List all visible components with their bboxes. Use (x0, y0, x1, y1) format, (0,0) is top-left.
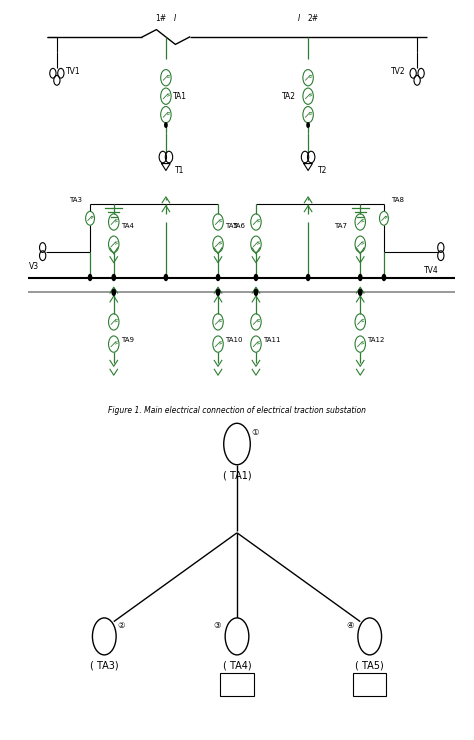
Text: ①: ① (251, 428, 259, 437)
Text: ( TA1): ( TA1) (223, 471, 251, 481)
Text: ②: ② (118, 621, 125, 630)
Circle shape (358, 289, 363, 296)
Text: TA4: TA4 (121, 223, 134, 229)
Text: TA5: TA5 (225, 223, 238, 229)
Circle shape (358, 618, 382, 655)
Circle shape (164, 274, 168, 281)
Text: TA8: TA8 (391, 197, 404, 203)
Text: TV1: TV1 (66, 67, 81, 76)
Text: TA1: TA1 (173, 92, 187, 101)
Text: TA6: TA6 (232, 223, 245, 229)
Circle shape (382, 274, 386, 281)
Circle shape (254, 289, 258, 296)
Text: TV2: TV2 (391, 67, 406, 76)
Circle shape (92, 618, 116, 655)
Circle shape (111, 289, 116, 296)
Text: 2#: 2# (307, 14, 319, 23)
Text: TA3: TA3 (69, 197, 82, 203)
Text: T1: T1 (175, 166, 185, 175)
Text: TA10: TA10 (225, 337, 243, 343)
Text: Figure 1. Main electrical connection of electrical traction substation: Figure 1. Main electrical connection of … (108, 406, 366, 415)
Circle shape (88, 274, 92, 281)
Text: I: I (174, 14, 176, 23)
Circle shape (224, 423, 250, 465)
Text: TA11: TA11 (263, 337, 281, 343)
Circle shape (216, 274, 220, 281)
Circle shape (216, 289, 220, 296)
Text: T2: T2 (318, 166, 327, 175)
Text: I: I (298, 14, 300, 23)
Text: ③: ③ (213, 621, 221, 630)
Circle shape (358, 274, 363, 281)
Circle shape (306, 274, 310, 281)
Text: ( TA4): ( TA4) (223, 661, 251, 671)
Circle shape (254, 274, 258, 281)
Text: TV4: TV4 (424, 266, 439, 275)
Bar (353, 673, 386, 696)
Text: TA9: TA9 (121, 337, 134, 343)
Text: ( TA3): ( TA3) (90, 661, 118, 671)
Text: V3: V3 (28, 262, 38, 271)
Text: TA12: TA12 (367, 337, 385, 343)
Circle shape (111, 274, 116, 281)
Circle shape (225, 618, 249, 655)
Bar (220, 673, 254, 696)
Text: ④: ④ (346, 621, 354, 630)
Circle shape (164, 122, 168, 128)
Text: 1#: 1# (155, 14, 167, 23)
Text: TA7: TA7 (334, 223, 347, 229)
Text: TA2: TA2 (282, 92, 296, 101)
Text: ( TA5): ( TA5) (356, 661, 384, 671)
Circle shape (306, 122, 310, 128)
